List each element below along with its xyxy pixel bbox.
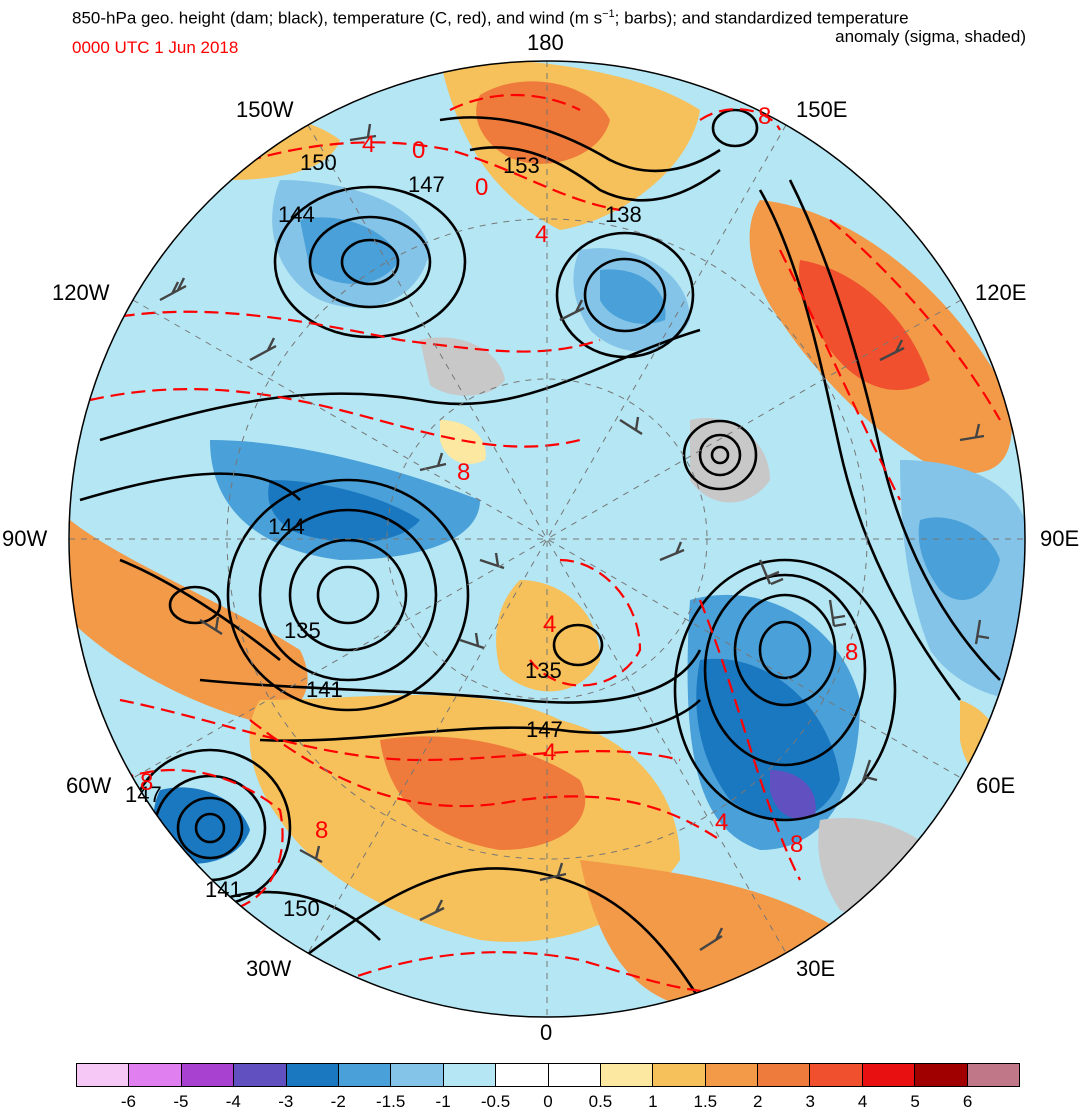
colorbar-tick-label: -1 xyxy=(435,1092,451,1111)
figure-title-line2: anomaly (sigma, shaded) xyxy=(835,27,1026,46)
colorbar-tick-label: 0 xyxy=(543,1092,553,1111)
colorbar-swatch xyxy=(967,1064,1020,1086)
map-boundary xyxy=(68,60,1026,1018)
colorbar-tick-label: 3 xyxy=(805,1092,815,1111)
colorbar-swatch xyxy=(391,1064,444,1086)
lon-label-120e: 120E xyxy=(975,280,1027,305)
temperature-label: 4 xyxy=(543,739,556,766)
lon-label-120w: 120W xyxy=(52,280,110,305)
lon-label-90w: 90W xyxy=(2,526,48,551)
colorbar-tick-label: -4 xyxy=(225,1092,241,1111)
title-unit-superscript: −1 xyxy=(602,8,615,20)
colorbar-swatch xyxy=(496,1064,549,1086)
height-label: 135 xyxy=(284,618,321,643)
anomaly-colorbar xyxy=(76,1063,1020,1087)
colorbar-swatch xyxy=(758,1064,811,1086)
height-contours xyxy=(79,108,1001,1001)
temperature-labels: 4 0 0 4 8 8 4 4 8 8 8 4 8 xyxy=(140,103,858,858)
lon-label-30e: 30E xyxy=(796,956,836,981)
temperature-label: 4 xyxy=(535,221,548,248)
colorbar-swatch xyxy=(234,1064,287,1086)
lon-label-150e: 150E xyxy=(796,97,848,122)
colorbar-swatch xyxy=(181,1064,235,1086)
lon-label-90e: 90E xyxy=(1040,526,1080,551)
temperature-label: 8 xyxy=(315,817,328,844)
height-label: 150 xyxy=(283,896,320,921)
colorbar-tick-label: -5 xyxy=(173,1092,189,1111)
temperature-label: 8 xyxy=(140,769,153,796)
colorbar-swatch xyxy=(338,1064,392,1086)
colorbar-swatch xyxy=(77,1064,130,1086)
lon-label-0: 0 xyxy=(540,1020,553,1045)
map-disk xyxy=(69,61,1025,1017)
height-label: 147 xyxy=(408,172,445,197)
temperature-label: 0 xyxy=(412,137,425,164)
temperature-label: 4 xyxy=(715,809,728,836)
height-label: 147 xyxy=(125,782,162,807)
valid-time-label: 0000 UTC 1 Jun 2018 xyxy=(72,38,239,57)
temperature-label: 4 xyxy=(362,131,375,158)
colorbar-swatch xyxy=(653,1064,706,1086)
colorbar-tick-label: -1.5 xyxy=(376,1092,406,1111)
temperature-label: 0 xyxy=(475,174,488,201)
height-label: 135 xyxy=(525,658,562,683)
colorbar-swatch xyxy=(600,1064,654,1086)
colorbar-tick-label: 6 xyxy=(962,1092,973,1111)
height-label: 153 xyxy=(503,153,540,178)
height-label: 150 xyxy=(300,150,337,175)
colorbar-swatch xyxy=(810,1064,863,1086)
height-label: 147 xyxy=(526,717,563,742)
lon-label-60e: 60E xyxy=(976,773,1016,798)
temperature-label: 4 xyxy=(543,611,556,638)
colorbar-tick-label: 2 xyxy=(753,1092,763,1111)
colorbar-swatch xyxy=(705,1064,759,1086)
height-label: 141 xyxy=(306,677,343,702)
temperature-contours xyxy=(89,93,1001,1001)
colorbar-tick-label: -6 xyxy=(120,1092,136,1111)
temperature-label: 8 xyxy=(758,103,771,130)
colorbar-tick-label: -3 xyxy=(278,1092,294,1111)
temperature-label: 8 xyxy=(845,639,858,666)
height-labels: 153 147 150 144 138 144 135 141 135 147 … xyxy=(125,150,642,921)
colorbar-tick-label: -0.5 xyxy=(480,1092,511,1111)
colorbar-tick-label: 4 xyxy=(857,1092,868,1111)
colorbar-swatch xyxy=(915,1064,968,1086)
colorbar-swatch xyxy=(286,1064,339,1086)
figure-title-line1: 850-hPa geo. height (dam; black), temper… xyxy=(72,4,909,29)
colorbar-tick-label: 0.5 xyxy=(588,1092,613,1111)
title-line1-tail: ; barbs); and standardized temperature xyxy=(614,8,909,28)
colorbar-swatch xyxy=(443,1064,497,1086)
lon-label-150w: 150W xyxy=(236,97,294,122)
lon-label-60w: 60W xyxy=(66,773,112,798)
wind-barbs xyxy=(159,123,990,952)
lon-label-180: 180 xyxy=(527,30,564,55)
height-label: 144 xyxy=(278,202,315,227)
polar-map: 153 147 150 144 138 144 135 141 135 147 … xyxy=(68,60,1026,1018)
title-line1-text: 850-hPa geo. height (dam; black), temper… xyxy=(72,8,603,28)
height-label: 141 xyxy=(205,877,242,902)
temperature-label: 8 xyxy=(790,831,803,858)
graticule xyxy=(69,61,1025,1017)
colorbar-tick-label: 1 xyxy=(648,1092,658,1111)
height-label: 144 xyxy=(268,514,305,539)
colorbar-tick-label: 1.5 xyxy=(693,1092,718,1111)
temperature-label: 8 xyxy=(457,459,470,486)
lon-label-30w: 30W xyxy=(246,956,292,981)
colorbar-swatch xyxy=(129,1064,182,1086)
colorbar-swatch xyxy=(548,1064,601,1086)
colorbar-tick-label: 5 xyxy=(910,1092,920,1111)
height-label: 138 xyxy=(605,202,642,227)
colorbar-swatch xyxy=(862,1064,916,1086)
colorbar-tick-label: -2 xyxy=(330,1092,346,1111)
